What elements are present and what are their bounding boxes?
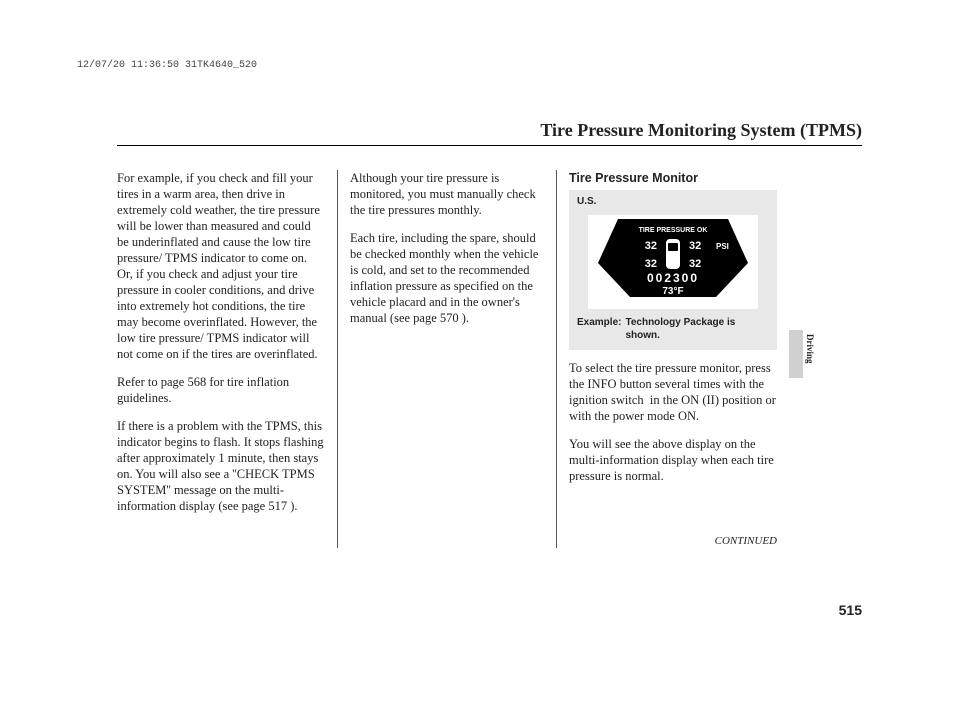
odometer: 002300: [647, 271, 699, 285]
column-3: Tire Pressure Monitor U.S. TIRE PRESSURE…: [557, 170, 777, 548]
page-title: Tire Pressure Monitoring System (TPMS): [117, 120, 862, 141]
column-1: For example, if you check and fill your …: [117, 170, 337, 548]
body-paragraph: Although your tire pressure is monitored…: [350, 170, 544, 218]
car-icon: [666, 239, 680, 269]
pressure-fl: 32: [645, 240, 657, 252]
temperature: 73°F: [662, 286, 683, 297]
body-paragraph: If there is a problem with the TPMS, thi…: [117, 418, 325, 514]
figure-region-label: U.S.: [577, 196, 769, 209]
tpms-figure: U.S. TIRE PRESSURE OK 32 32 PSI 32: [569, 190, 777, 350]
pressure-rr: 32: [689, 258, 701, 270]
body-paragraph: For example, if you check and fill your …: [117, 170, 325, 362]
body-columns: For example, if you check and fill your …: [117, 170, 862, 548]
pressure-rl: 32: [645, 258, 657, 270]
body-paragraph: Refer to page 568 for tire inflation gui…: [117, 374, 325, 406]
build-timestamp: 12/07/20 11:36:50 31TK4640_520: [77, 60, 257, 71]
display-title: TIRE PRESSURE OK: [639, 227, 708, 234]
section-tab: [789, 330, 803, 378]
subheading: Tire Pressure Monitor: [569, 170, 777, 186]
page-number: 515: [839, 602, 862, 618]
body-paragraph: You will see the above display on the mu…: [569, 436, 777, 484]
pressure-fr: 32: [689, 240, 701, 252]
section-tab-label: Driving: [803, 334, 815, 364]
title-rule: Tire Pressure Monitoring System (TPMS): [117, 120, 862, 146]
continued-marker: CONTINUED: [569, 534, 777, 548]
tpms-display-svg: TIRE PRESSURE OK 32 32 PSI 32 32 002300 …: [598, 219, 748, 305]
caption-label: Example:: [577, 317, 621, 343]
figure-caption: Example: Technology Package is shown.: [577, 317, 769, 343]
tpms-display: TIRE PRESSURE OK 32 32 PSI 32 32 002300 …: [588, 215, 758, 309]
body-paragraph: Each tire, including the spare, should b…: [350, 230, 544, 326]
page-content: Tire Pressure Monitoring System (TPMS) F…: [117, 120, 862, 548]
column-2: Although your tire pressure is monitored…: [337, 170, 557, 548]
caption-text: Technology Package is shown.: [625, 317, 769, 343]
pressure-unit: PSI: [716, 242, 729, 251]
body-paragraph: To select the tire pressure monitor, pre…: [569, 360, 777, 424]
